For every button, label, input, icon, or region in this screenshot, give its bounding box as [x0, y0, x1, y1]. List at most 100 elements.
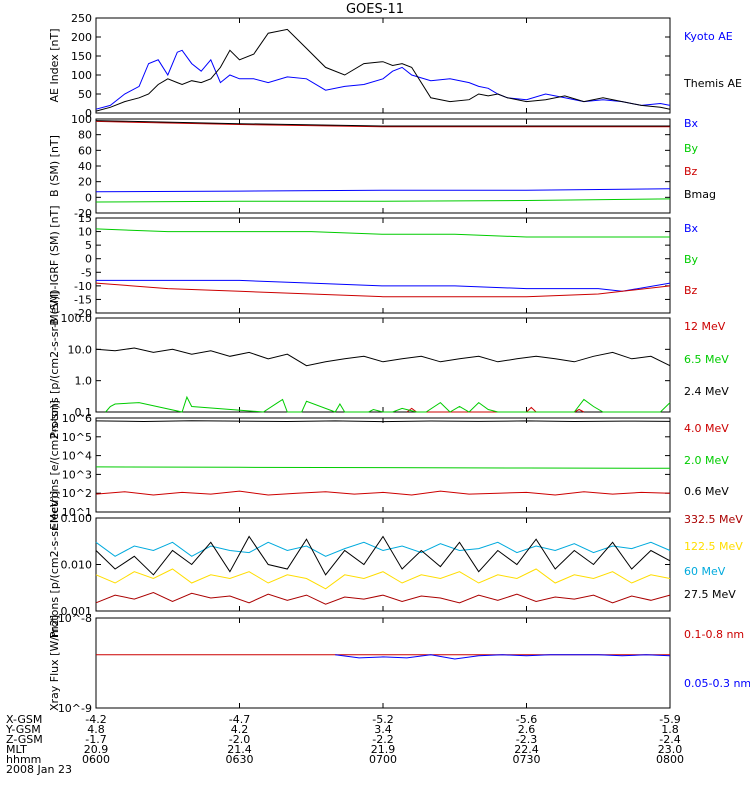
- legend-entry: 60 MeV: [684, 565, 726, 578]
- y-axis-label: Protons [p/(cm2-s-sr-MeV)]: [48, 491, 61, 638]
- y-tick-label: 50: [78, 88, 92, 101]
- x-tick-value: -4.2: [85, 713, 106, 726]
- y-tick-label: 1.0: [75, 375, 93, 388]
- legend-entry: Themis AE: [683, 77, 742, 90]
- y-tick-label: 10.0: [68, 343, 93, 356]
- legend-entry: 2.4 MeV: [684, 385, 729, 398]
- x-tick-value: -2.4: [659, 733, 680, 746]
- series-line-2-0-mev: [95, 466, 671, 469]
- x-tick-value: -2.3: [516, 733, 537, 746]
- x-tick-value: 4.2: [231, 723, 249, 736]
- y-tick-label: 5: [85, 239, 92, 252]
- y-tick-label: 15: [78, 212, 92, 225]
- series-line-27-5-mev: [95, 535, 671, 576]
- y-tick-label: 10^4: [62, 450, 92, 463]
- legend-entry: Bx: [684, 222, 699, 235]
- x-tick-value: 20.9: [84, 743, 109, 756]
- x-axis-row-label: Y-GSM: [5, 723, 41, 736]
- y-tick-label: 0: [85, 253, 92, 266]
- y-axis-label: Protons [p/(cm2-s-sr-MeV)]: [48, 291, 61, 438]
- y-tick-label: 80: [78, 129, 92, 142]
- y-tick-label: -20: [74, 207, 92, 220]
- series-line-kyoto-ae: [95, 49, 671, 110]
- series-line-122-5-mev: [95, 568, 671, 590]
- y-tick-label: 20: [78, 176, 92, 189]
- legend-entry: 0.6 MeV: [684, 485, 729, 498]
- panel-frame: [95, 417, 671, 513]
- y-tick-label: 250: [71, 12, 92, 25]
- y-tick-label: 0: [85, 191, 92, 204]
- legend-entry: Bz: [684, 284, 698, 297]
- y-axis-label: Xray Flux [W/m2]: [48, 615, 61, 711]
- x-tick-value: 23.0: [658, 743, 683, 756]
- y-tick-label: 10^2: [62, 487, 92, 500]
- x-axis-row-label: MLT: [6, 743, 27, 756]
- x-axis-row-label: X-GSM: [6, 713, 42, 726]
- y-tick-label: -20: [74, 307, 92, 320]
- series-line-0-05-0-3-nm: [335, 654, 671, 660]
- x-tick-value: 0730: [513, 753, 541, 766]
- x-tick-value: 22.4: [514, 743, 539, 756]
- y-tick-label: 10^1: [62, 506, 92, 519]
- legend-entry: Kyoto AE: [684, 30, 733, 43]
- y-tick-label: 40: [78, 160, 92, 173]
- series-line-bz: [95, 120, 670, 128]
- series-line-bx: [95, 188, 671, 193]
- panel-frame: [95, 118, 671, 214]
- y-axis-label: B (SM)-IGRF (SM) [nT]: [48, 205, 61, 325]
- legend-entry: By: [684, 253, 699, 266]
- y-axis-label: AE Index [nT]: [48, 28, 61, 102]
- x-tick-value: -5.6: [516, 713, 537, 726]
- x-tick-value: 21.4: [227, 743, 252, 756]
- x-axis-row-label: hhmm: [6, 753, 41, 766]
- y-tick-label: 0.010: [61, 559, 93, 572]
- series-line-332-5-mev: [95, 591, 671, 605]
- legend-entry: 0.05-0.3 nm: [684, 677, 750, 690]
- x-tick-value: 21.9: [371, 743, 396, 756]
- y-tick-label: 150: [71, 50, 92, 63]
- x-tick-value: -5.9: [659, 713, 680, 726]
- x-tick-value: 3.4: [374, 723, 392, 736]
- y-axis-label: Electrons [e/(cm2-s-sr)]: [48, 400, 61, 530]
- series-line-0-6-mev: [95, 420, 671, 423]
- legend-entry: Bmag: [684, 188, 716, 201]
- series-line-bmag: [95, 120, 670, 127]
- series-line-themis-ae: [95, 28, 671, 112]
- x-tick-value: -2.0: [229, 733, 250, 746]
- series-line-4-0-mev: [95, 490, 671, 496]
- y-tick-label: 60: [78, 144, 92, 157]
- y-axis-label: B (SM) [nT]: [48, 135, 61, 197]
- x-axis-row-label: 2008 Jan 23: [6, 763, 72, 776]
- x-tick-value: 0600: [82, 753, 110, 766]
- y-tick-label: 200: [71, 31, 92, 44]
- x-tick-value: -5.2: [372, 713, 393, 726]
- series-line-2-4-mev: [95, 347, 671, 367]
- y-tick-label: 10^-8: [58, 612, 92, 625]
- legend-entry: Bz: [684, 165, 698, 178]
- legend-entry: 12 MeV: [684, 320, 726, 333]
- series-line-bx: [96, 279, 671, 292]
- x-tick-value: -1.7: [85, 733, 106, 746]
- panel-frame: [95, 317, 671, 413]
- series-line-60-mev: [95, 541, 671, 557]
- legend-entry: 0.1-0.8 nm: [684, 628, 744, 641]
- series-line-by: [95, 198, 671, 203]
- y-tick-label: -5: [81, 266, 92, 279]
- legend-entry: 6.5 MeV: [684, 353, 729, 366]
- series-line-12-mev: [406, 406, 585, 413]
- legend-entry: 332.5 MeV: [684, 513, 743, 526]
- panel-frame: [95, 617, 671, 709]
- y-tick-label: 0.001: [61, 605, 93, 618]
- x-tick-value: 0700: [369, 753, 397, 766]
- panel-1: 0 50 100 150 200 250 AE Index [nT] Kyoto AE Them…: [48, 12, 742, 120]
- series-line-6-5-mev: [105, 395, 671, 413]
- legend-entry: 27.5 MeV: [684, 588, 736, 601]
- x-tick-value: -4.7: [229, 713, 250, 726]
- y-tick-label: 10^5: [62, 431, 92, 444]
- x-tick-value: 4.8: [87, 723, 105, 736]
- x-tick-value: 0800: [656, 753, 684, 766]
- series-line-by: [95, 228, 670, 238]
- panel-2: -20 0 20 40 60 80 100 B (SM) [nT] Bx By Bz Bmag: [48, 113, 716, 220]
